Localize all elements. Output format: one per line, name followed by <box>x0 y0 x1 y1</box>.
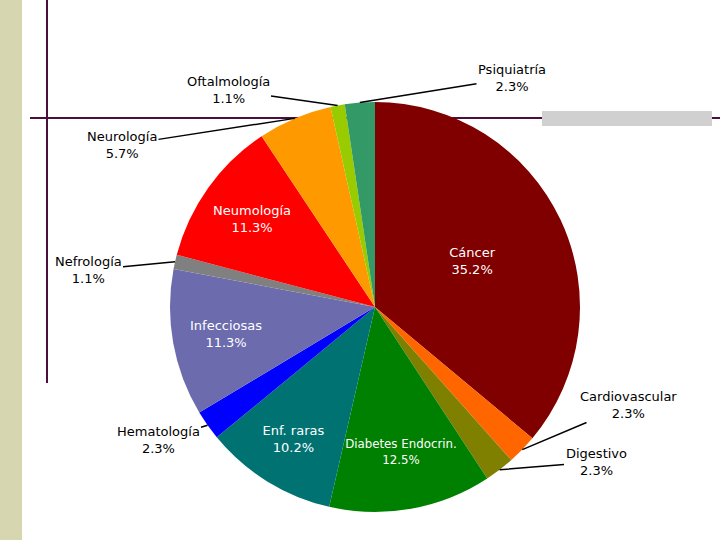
svg-text:Infecciosas11.3%: Infecciosas11.3% <box>190 318 262 350</box>
svg-text:Cardiovascular2.3%: Cardiovascular2.3% <box>580 389 677 421</box>
svg-text:Cáncer35.2%: Cáncer35.2% <box>449 245 495 277</box>
svg-text:Enf. raras10.2%: Enf. raras10.2% <box>263 423 325 455</box>
svg-text:Digestivo2.3%: Digestivo2.3% <box>566 446 627 478</box>
svg-text:Oftalmología1.1%: Oftalmología1.1% <box>187 74 270 106</box>
svg-text:Diabetes Endocrin.12.5%: Diabetes Endocrin.12.5% <box>345 437 457 466</box>
svg-text:Hematología2.3%: Hematología2.3% <box>117 424 200 456</box>
svg-text:Nefrología1.1%: Nefrología1.1% <box>55 254 122 286</box>
svg-text:Neumología11.3%: Neumología11.3% <box>213 203 291 235</box>
svg-text:Psiquiatría2.3%: Psiquiatría2.3% <box>478 62 546 94</box>
svg-text:Neurología5.7%: Neurología5.7% <box>87 129 157 161</box>
